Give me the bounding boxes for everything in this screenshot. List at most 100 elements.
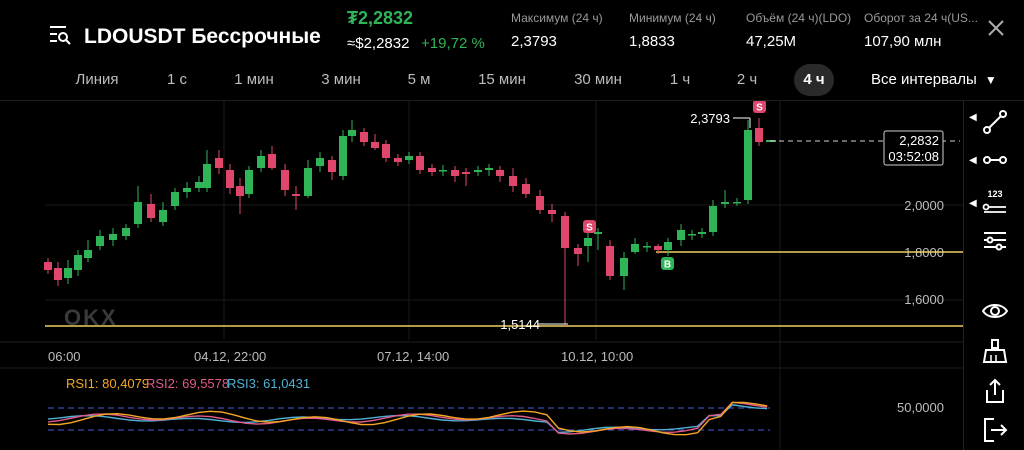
indicator-123-icon[interactable]: 123 — [982, 188, 1008, 214]
stat-label-high: Максимум (24 ч) — [511, 11, 603, 25]
candle-body — [733, 202, 741, 204]
expand-caret-icon[interactable]: ◀ — [969, 112, 977, 123]
low-label: 1,5144 — [500, 317, 540, 332]
stat-label-volume: Объём (24 ч)(LDO) — [746, 11, 852, 25]
drawing-toolbar: ◀ ◀ ◀ 123 — [963, 100, 1024, 450]
rsi-level-label: 50,0000 — [897, 400, 944, 415]
candle-body — [215, 158, 223, 168]
pair-title[interactable]: LDOUSDT Бессрочные — [84, 25, 321, 48]
dropdown-caret-icon: ▼ — [984, 73, 997, 87]
all-intervals-dropdown[interactable]: Все интервалы ▼ — [871, 64, 997, 96]
y-tick: 1,6000 — [904, 292, 944, 307]
candle-body — [109, 234, 117, 240]
candle-body — [631, 244, 639, 252]
candle-body — [536, 196, 544, 210]
candle-body — [405, 156, 413, 160]
candle-body — [84, 250, 92, 258]
tab-interval-1h[interactable]: 1 ч — [669, 71, 691, 88]
tab-interval-4h[interactable]: 4 ч — [794, 64, 834, 96]
trend-line-icon[interactable] — [982, 109, 1008, 135]
candles — [44, 118, 776, 326]
eye-icon[interactable] — [982, 298, 1008, 324]
x-tick: 06:00 — [48, 349, 81, 364]
candle-body — [574, 248, 582, 254]
chart-grid — [45, 101, 963, 450]
expand-caret-icon[interactable]: ◀ — [969, 198, 977, 209]
candle-body — [606, 246, 614, 276]
tab-interval-1s[interactable]: 1 с — [166, 71, 187, 88]
sell-marker-icon[interactable] — [753, 101, 766, 113]
close-icon[interactable] — [985, 17, 1007, 39]
x-tick: 10.12, 10:00 — [561, 349, 633, 364]
candle-body — [292, 194, 300, 196]
stat-value-low: 1,8833 — [629, 33, 675, 50]
candle-body — [496, 170, 504, 176]
settings-sliders-icon[interactable] — [982, 228, 1008, 254]
candle-body — [268, 154, 276, 168]
candle-body — [382, 144, 390, 158]
candle-body — [122, 228, 130, 236]
candle-body — [620, 258, 628, 276]
tab-interval-30m[interactable]: 30 мин — [574, 71, 622, 88]
candle-body — [339, 136, 347, 176]
candle-body — [134, 202, 142, 224]
price-approx: ≈$2,2832 — [347, 35, 410, 52]
candle-body — [316, 158, 324, 166]
candle-body — [183, 188, 191, 192]
tab-interval-line[interactable]: Линия — [75, 71, 119, 88]
candle-body — [360, 132, 368, 142]
candle-body — [257, 156, 265, 168]
candle-body — [328, 160, 336, 172]
candle-body — [522, 184, 530, 194]
candle-body — [236, 186, 244, 196]
stat-label-low: Минимум (24 ч) — [629, 11, 716, 25]
stat-label-turnover: Оборот за 24 ч(US... — [864, 11, 978, 25]
tab-interval-5m[interactable]: 5 м — [407, 71, 431, 88]
sell-marker-icon[interactable] — [583, 220, 596, 233]
expand-caret-icon[interactable]: ◀ — [969, 155, 977, 166]
candle-body — [548, 210, 556, 214]
candle-body — [54, 268, 62, 280]
rsi2-label: RSI2: 69,5578 — [146, 376, 229, 391]
brush-icon[interactable] — [982, 338, 1008, 364]
candle-body — [394, 158, 402, 162]
candle-body — [721, 202, 729, 204]
tab-interval-1m[interactable]: 1 мин — [234, 71, 274, 88]
candle-body — [594, 232, 602, 234]
x-tick: 07.12, 14:00 — [377, 349, 449, 364]
candle-body — [159, 210, 167, 222]
share-icon[interactable] — [982, 378, 1008, 404]
price-chart[interactable]: OKX 2,0000 1,8000 1,6000 1,5144 2,3793 S… — [0, 101, 963, 450]
candle-body — [147, 204, 155, 218]
candle-body — [462, 172, 470, 174]
header: LDOUSDT Бессрочные ₮2,2832 ≈$2,2832 +19,… — [0, 0, 1024, 60]
candle-body — [74, 255, 82, 270]
menu-search-icon[interactable] — [48, 24, 72, 46]
buy-marker-icon[interactable] — [661, 257, 674, 270]
candle-body — [698, 232, 706, 234]
tab-interval-2h[interactable]: 2 ч — [736, 71, 758, 88]
candle-body — [171, 192, 179, 206]
rsi1-line — [47, 401, 768, 436]
stat-value-high: 2,3793 — [511, 33, 557, 50]
countdown-label: 03:52:08 — [888, 149, 939, 164]
current-price-box — [883, 130, 944, 166]
candle-body — [203, 164, 211, 188]
candle-body — [643, 246, 651, 248]
stat-value-turnover: 107,90 млн — [864, 33, 942, 50]
horizontal-line-icon[interactable] — [982, 147, 1008, 173]
price-change: +19,72 % — [421, 35, 485, 52]
candle-body — [195, 182, 203, 188]
divider — [0, 100, 1024, 101]
tab-interval-15m[interactable]: 15 мин — [478, 71, 526, 88]
last-price: ₮2,2832 — [347, 8, 414, 28]
exit-icon[interactable] — [982, 417, 1008, 443]
tab-interval-3m[interactable]: 3 мин — [321, 71, 361, 88]
candle-body — [584, 238, 592, 246]
candle-body — [226, 170, 234, 188]
candle-body — [688, 234, 696, 236]
candle-body — [44, 262, 52, 270]
high-label: 2,3793 — [690, 111, 730, 126]
candle-body — [281, 170, 289, 190]
candle-body — [744, 130, 752, 200]
